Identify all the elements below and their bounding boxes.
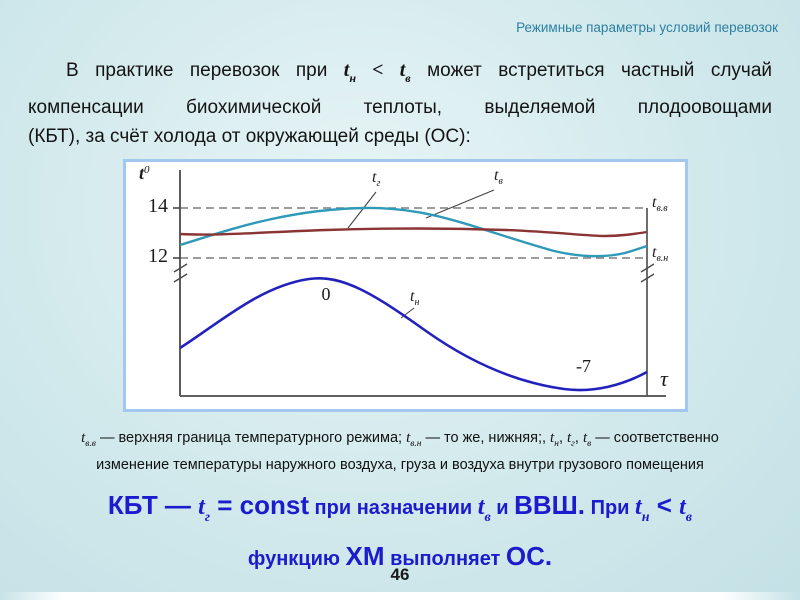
- text-segment: t: [635, 494, 642, 520]
- text-segment: и: [490, 497, 515, 519]
- text-segment: ,: [574, 430, 583, 446]
- tv-leader-line: [425, 189, 495, 219]
- bottom-decor-strip: [0, 592, 800, 600]
- y-tick-label-12: 12: [148, 245, 168, 267]
- intro-line-1: В практике перевозок при tн < tв может в…: [28, 56, 772, 93]
- tg-leader-line: [347, 191, 377, 229]
- text-segment: КБТ —: [107, 490, 199, 520]
- caption-line-2: изменение температуры наружного воздуха,…: [40, 455, 760, 476]
- tg-curve-label: tг: [372, 169, 380, 189]
- text-segment: компенсации биохимической теплоты, выдел…: [28, 97, 772, 118]
- trough-value-label: -7: [576, 356, 591, 376]
- text-segment: t: [399, 59, 406, 81]
- figure-panel: t0 14 12 tв.в tв.н tг tв tн 0 -7 τ: [123, 159, 688, 412]
- text-segment: = const: [210, 490, 309, 520]
- text-segment: t: [679, 494, 686, 520]
- conclusion-statement: КБТ — tг = const при назначении tв и ВВШ…: [30, 486, 770, 580]
- text-segment: ВВШ.: [514, 490, 586, 520]
- text-segment: В практике перевозок при: [66, 60, 344, 81]
- text-segment: t: [550, 430, 555, 446]
- text-segment: t: [582, 430, 588, 446]
- text-segment: в: [484, 510, 491, 525]
- caption-line-1: tв.в — верхняя граница температурного ре…: [40, 428, 760, 455]
- text-segment: t: [410, 288, 415, 305]
- text-segment: в.н: [410, 439, 422, 449]
- lower-limit-label: tв.н: [652, 244, 668, 264]
- text-segment: t: [652, 244, 657, 261]
- text-segment: t: [198, 494, 205, 520]
- intro-paragraph: В практике перевозок при tн < tв может в…: [28, 56, 772, 151]
- text-segment: 0: [144, 164, 150, 176]
- text-segment: t: [343, 59, 350, 81]
- text-segment: — верхняя граница температурного режима;: [95, 430, 407, 446]
- figure-caption: tв.в — верхняя граница температурного ре…: [40, 428, 760, 476]
- text-segment: t: [494, 167, 499, 184]
- text-segment: г: [204, 510, 211, 525]
- text-segment: выполняет: [384, 548, 506, 570]
- text-segment: t: [372, 169, 377, 186]
- tg-curve: [179, 227, 648, 238]
- conclusion-line-2: функцию ХМ выполняет ОС.: [30, 537, 770, 580]
- y-axis-title: t0: [139, 163, 150, 184]
- x-axis-title: τ: [660, 366, 668, 391]
- conclusion-line-1: КБТ — tг = const при назначении tв и ВВШ…: [30, 486, 770, 537]
- figure-chart: [173, 170, 666, 397]
- text-segment: изменение температуры наружного воздуха,…: [96, 457, 704, 473]
- text-segment: — то же, нижняя;,: [421, 430, 551, 446]
- y-tick-label-14: 14: [148, 195, 168, 217]
- text-segment: в.н: [656, 253, 669, 264]
- text-segment: функцию: [247, 548, 346, 570]
- tn-curve-label: tн: [410, 288, 419, 308]
- text-segment: ХМ: [345, 541, 385, 571]
- tn-curve: [179, 276, 648, 392]
- text-segment: <: [649, 490, 680, 520]
- text-segment: — соответственно: [591, 430, 719, 446]
- text-segment: t: [567, 430, 572, 446]
- text-segment: г: [571, 439, 575, 449]
- text-segment: может встретиться частный случай: [410, 60, 772, 81]
- text-segment: н: [414, 297, 420, 308]
- text-segment: <: [356, 59, 400, 81]
- text-segment: в: [405, 71, 411, 85]
- text-segment: в: [685, 510, 693, 525]
- text-segment: ,: [558, 430, 567, 446]
- text-segment: t: [652, 194, 657, 211]
- page-number: 46: [390, 565, 410, 584]
- peak-value-label: 0: [321, 284, 331, 304]
- text-segment: г: [376, 178, 381, 189]
- text-segment: н: [349, 71, 357, 85]
- text-segment: при назначении: [309, 497, 478, 519]
- text-segment: ОС.: [505, 541, 553, 571]
- header-title: Режимные параметры условий перевозок: [516, 20, 778, 35]
- text-segment: t: [477, 494, 485, 520]
- axis-break-marks: [173, 263, 655, 283]
- tv-curve-label: tв: [494, 167, 503, 187]
- text-segment: t: [81, 430, 86, 446]
- text-segment: в: [498, 176, 503, 187]
- text-segment: в.в: [85, 439, 96, 449]
- text-segment: в.в: [656, 203, 668, 214]
- text-segment: н: [641, 510, 650, 525]
- text-segment: н: [554, 439, 559, 449]
- upper-limit-label: tв.в: [652, 194, 668, 214]
- text-segment: t: [406, 430, 411, 446]
- text-segment: (КБТ), за счёт холода от окружающей сред…: [28, 126, 471, 147]
- text-segment: в: [587, 439, 592, 449]
- intro-line-2: компенсации биохимической теплоты, выдел…: [28, 93, 772, 122]
- intro-line-3: (КБТ), за счёт холода от окружающей сред…: [28, 122, 772, 151]
- text-segment: При: [585, 497, 636, 519]
- text-segment: t: [139, 163, 145, 183]
